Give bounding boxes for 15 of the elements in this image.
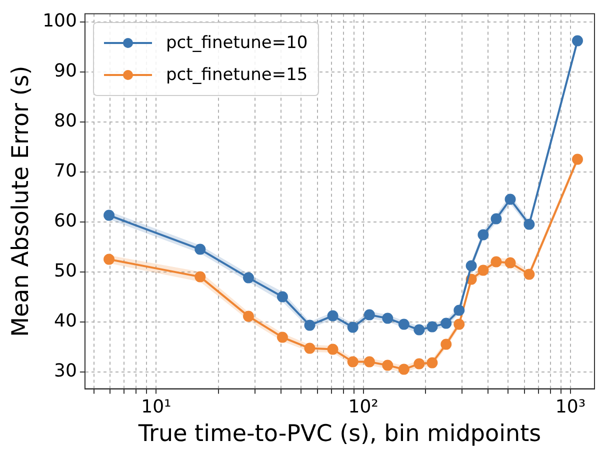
y-tick-label: 60: [54, 210, 77, 232]
y-axis-title: Mean Absolute Error (s): [8, 66, 34, 337]
y-tick-label: 100: [42, 10, 77, 32]
x-axis-title: True time-to-PVC (s), bin midpoints: [137, 421, 542, 448]
y-tick-label: 50: [54, 260, 77, 282]
y-tick-label: 30: [54, 360, 77, 382]
x-tick-label: 10³: [555, 396, 586, 418]
y-tick-label: 40: [54, 310, 77, 332]
x-tick-label: 10²: [348, 396, 378, 418]
y-tick-label: 90: [54, 60, 77, 82]
legend-label: pct_finetune=15: [166, 64, 308, 85]
x-tick-label: 10¹: [141, 396, 172, 418]
y-tick-label: 70: [54, 160, 77, 182]
y-tick-label: 80: [54, 110, 77, 132]
legend-label: pct_finetune=10: [166, 32, 308, 53]
